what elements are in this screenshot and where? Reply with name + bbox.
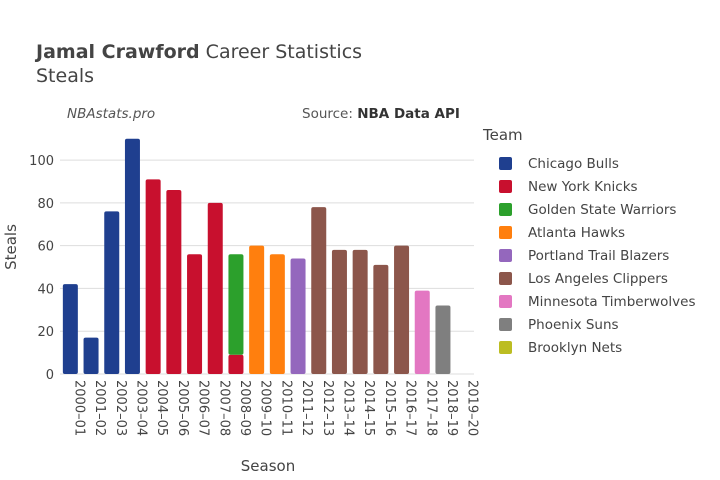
legend-swatch — [499, 226, 512, 239]
chart-title: Jamal Crawford Career Statistics Steals — [36, 40, 362, 88]
bar-2017–18-minnesota-timberwolves[interactable] — [414, 290, 430, 374]
source-name: NBA Data API — [357, 106, 460, 122]
x-tick-label: 2000–01 — [71, 380, 86, 436]
x-tick-label: 2016–17 — [403, 380, 418, 436]
y-tick-label: 80 — [37, 197, 54, 212]
legend-label: Golden State Warriors — [528, 201, 677, 218]
bar-2014–15-los-angeles-clippers[interactable] — [352, 249, 368, 374]
legend-label: Phoenix Suns — [528, 316, 619, 333]
legend-swatch — [499, 203, 512, 216]
legend-label: Atlanta Hawks — [528, 224, 626, 241]
y-axis-label: Steals — [2, 224, 20, 270]
source-label: Source: NBA Data API — [302, 106, 460, 122]
x-tick-label: 2007–08 — [216, 380, 231, 436]
x-axis-label: Season — [241, 457, 295, 475]
x-tick-labels: 2000–01 2001–02 2002–03 2003–04 2004–05 2005–… — [71, 380, 479, 436]
legend-item[interactable]: New York Knicks — [483, 175, 696, 198]
legend-swatch — [499, 157, 512, 170]
bar-2018–19-phoenix-suns[interactable] — [435, 305, 451, 374]
y-tick-label: 40 — [37, 282, 54, 297]
x-tick-label: 2012–13 — [320, 380, 335, 436]
x-tick-label: 2018–19 — [444, 380, 459, 436]
bars — [62, 138, 451, 374]
legend-item[interactable]: Golden State Warriors — [483, 198, 696, 221]
x-tick-label: 2004–05 — [154, 380, 169, 436]
legend-swatch — [499, 295, 512, 308]
bar-2004–05-new-york-knicks[interactable] — [145, 179, 161, 374]
legend-label: Portland Trail Blazers — [528, 247, 670, 264]
bar-2006–07-new-york-knicks[interactable] — [187, 254, 203, 374]
title-rest: Career Statistics — [205, 41, 363, 63]
legend: Team Chicago Bulls New York Knicks Golden … — [483, 126, 696, 359]
legend-label: Los Angeles Clippers — [528, 270, 668, 287]
bar-2008–09-new-york-knicks[interactable] — [228, 354, 244, 374]
x-tick-label: 2005–06 — [175, 380, 190, 436]
y-tick-label: 0 — [46, 368, 54, 383]
chart-subtitle: Steals — [36, 65, 95, 87]
gridlines — [60, 159, 474, 375]
bar-2016–17-los-angeles-clippers[interactable] — [394, 245, 410, 374]
x-tick-label: 2001–02 — [92, 380, 107, 436]
x-tick-label: 2014–15 — [361, 380, 376, 436]
bar-2002–03-chicago-bulls[interactable] — [104, 211, 120, 374]
legend-item[interactable]: Atlanta Hawks — [483, 221, 696, 244]
bar-2011–12-portland-trail-blazers[interactable] — [290, 258, 306, 374]
x-tick-label: 2017–18 — [423, 380, 438, 436]
x-tick-label: 2009–10 — [258, 380, 273, 436]
legend-swatch — [499, 341, 512, 354]
legend-label: New York Knicks — [528, 178, 638, 195]
legend-label: Brooklyn Nets — [528, 339, 623, 356]
bar-2012–13-los-angeles-clippers[interactable] — [311, 207, 327, 374]
x-tick-label: 2013–14 — [340, 380, 355, 436]
legend-swatch — [499, 318, 512, 331]
bar-2015–16-los-angeles-clippers[interactable] — [373, 264, 389, 374]
legend-item[interactable]: Portland Trail Blazers — [483, 244, 696, 267]
x-tick-label: 2010–11 — [278, 380, 293, 436]
y-tick-label: 60 — [37, 240, 54, 255]
legend-swatch — [499, 249, 512, 262]
x-tick-label: 2002–03 — [113, 380, 128, 436]
bar-2007–08-new-york-knicks[interactable] — [207, 202, 223, 374]
x-tick-label: 2006–07 — [196, 380, 211, 436]
legend-item[interactable]: Minnesota Timberwolves — [483, 290, 696, 313]
x-tick-label: 2003–04 — [133, 380, 148, 436]
x-tick-label: 2019–20 — [465, 380, 480, 436]
y-tick-label: 20 — [37, 325, 54, 340]
bar-2003–04-chicago-bulls[interactable] — [124, 138, 140, 374]
legend-item[interactable]: Chicago Bulls — [483, 152, 696, 175]
legend-swatch — [499, 180, 512, 193]
bar-2010–11-atlanta-hawks[interactable] — [269, 254, 285, 374]
legend-label: Chicago Bulls — [528, 155, 619, 172]
legend-swatch — [499, 272, 512, 285]
bar-2009–10-atlanta-hawks[interactable] — [249, 245, 265, 374]
x-tick-label: 2015–16 — [382, 380, 397, 436]
x-tick-label: 2008–09 — [237, 380, 252, 436]
bar-2000–01-chicago-bulls[interactable] — [62, 284, 78, 374]
y-tick-label: 100 — [29, 154, 54, 169]
bar-2005–06-new-york-knicks[interactable] — [166, 190, 182, 374]
bar-2008–09-golden-state-warriors[interactable] — [228, 254, 244, 355]
brand-label: NBAstats.pro — [67, 106, 156, 122]
legend-item[interactable]: Phoenix Suns — [483, 313, 696, 336]
bar-2013–14-los-angeles-clippers[interactable] — [331, 249, 347, 374]
bar-2001–02-chicago-bulls[interactable] — [83, 337, 99, 374]
source-prefix: Source: — [302, 106, 358, 122]
legend-item[interactable]: Los Angeles Clippers — [483, 267, 696, 290]
legend-label: Minnesota Timberwolves — [528, 293, 696, 310]
legend-item[interactable]: Brooklyn Nets — [483, 336, 696, 359]
player-name: Jamal Crawford — [36, 41, 200, 63]
y-tick-labels: 0 20 40 60 80 100 — [29, 154, 54, 383]
x-tick-label: 2011–12 — [299, 380, 314, 436]
legend-title: Team — [483, 126, 523, 144]
